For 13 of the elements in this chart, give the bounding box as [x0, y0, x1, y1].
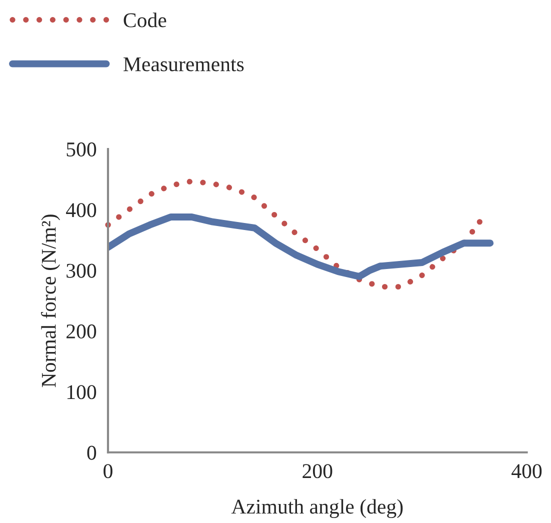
y-tick-label: 500: [66, 142, 96, 156]
y-tick-label: 200: [66, 324, 96, 338]
legend-label: Measurements: [124, 57, 244, 72]
legend-label: Code: [124, 12, 166, 28]
y-tick-label: 100: [67, 385, 96, 400]
y-axis-title: Normal force (N/m²): [40, 214, 60, 388]
x-tick-label: 400: [512, 464, 542, 478]
y-tick-label: 400: [66, 203, 96, 218]
x-axis-title: Azimuth angle (deg): [231, 499, 403, 518]
y-tick-label: 0: [87, 446, 96, 460]
x-tick-label: 0: [104, 464, 112, 478]
y-tick-label: 300: [66, 264, 96, 278]
x-tick-label: 200: [302, 464, 332, 478]
